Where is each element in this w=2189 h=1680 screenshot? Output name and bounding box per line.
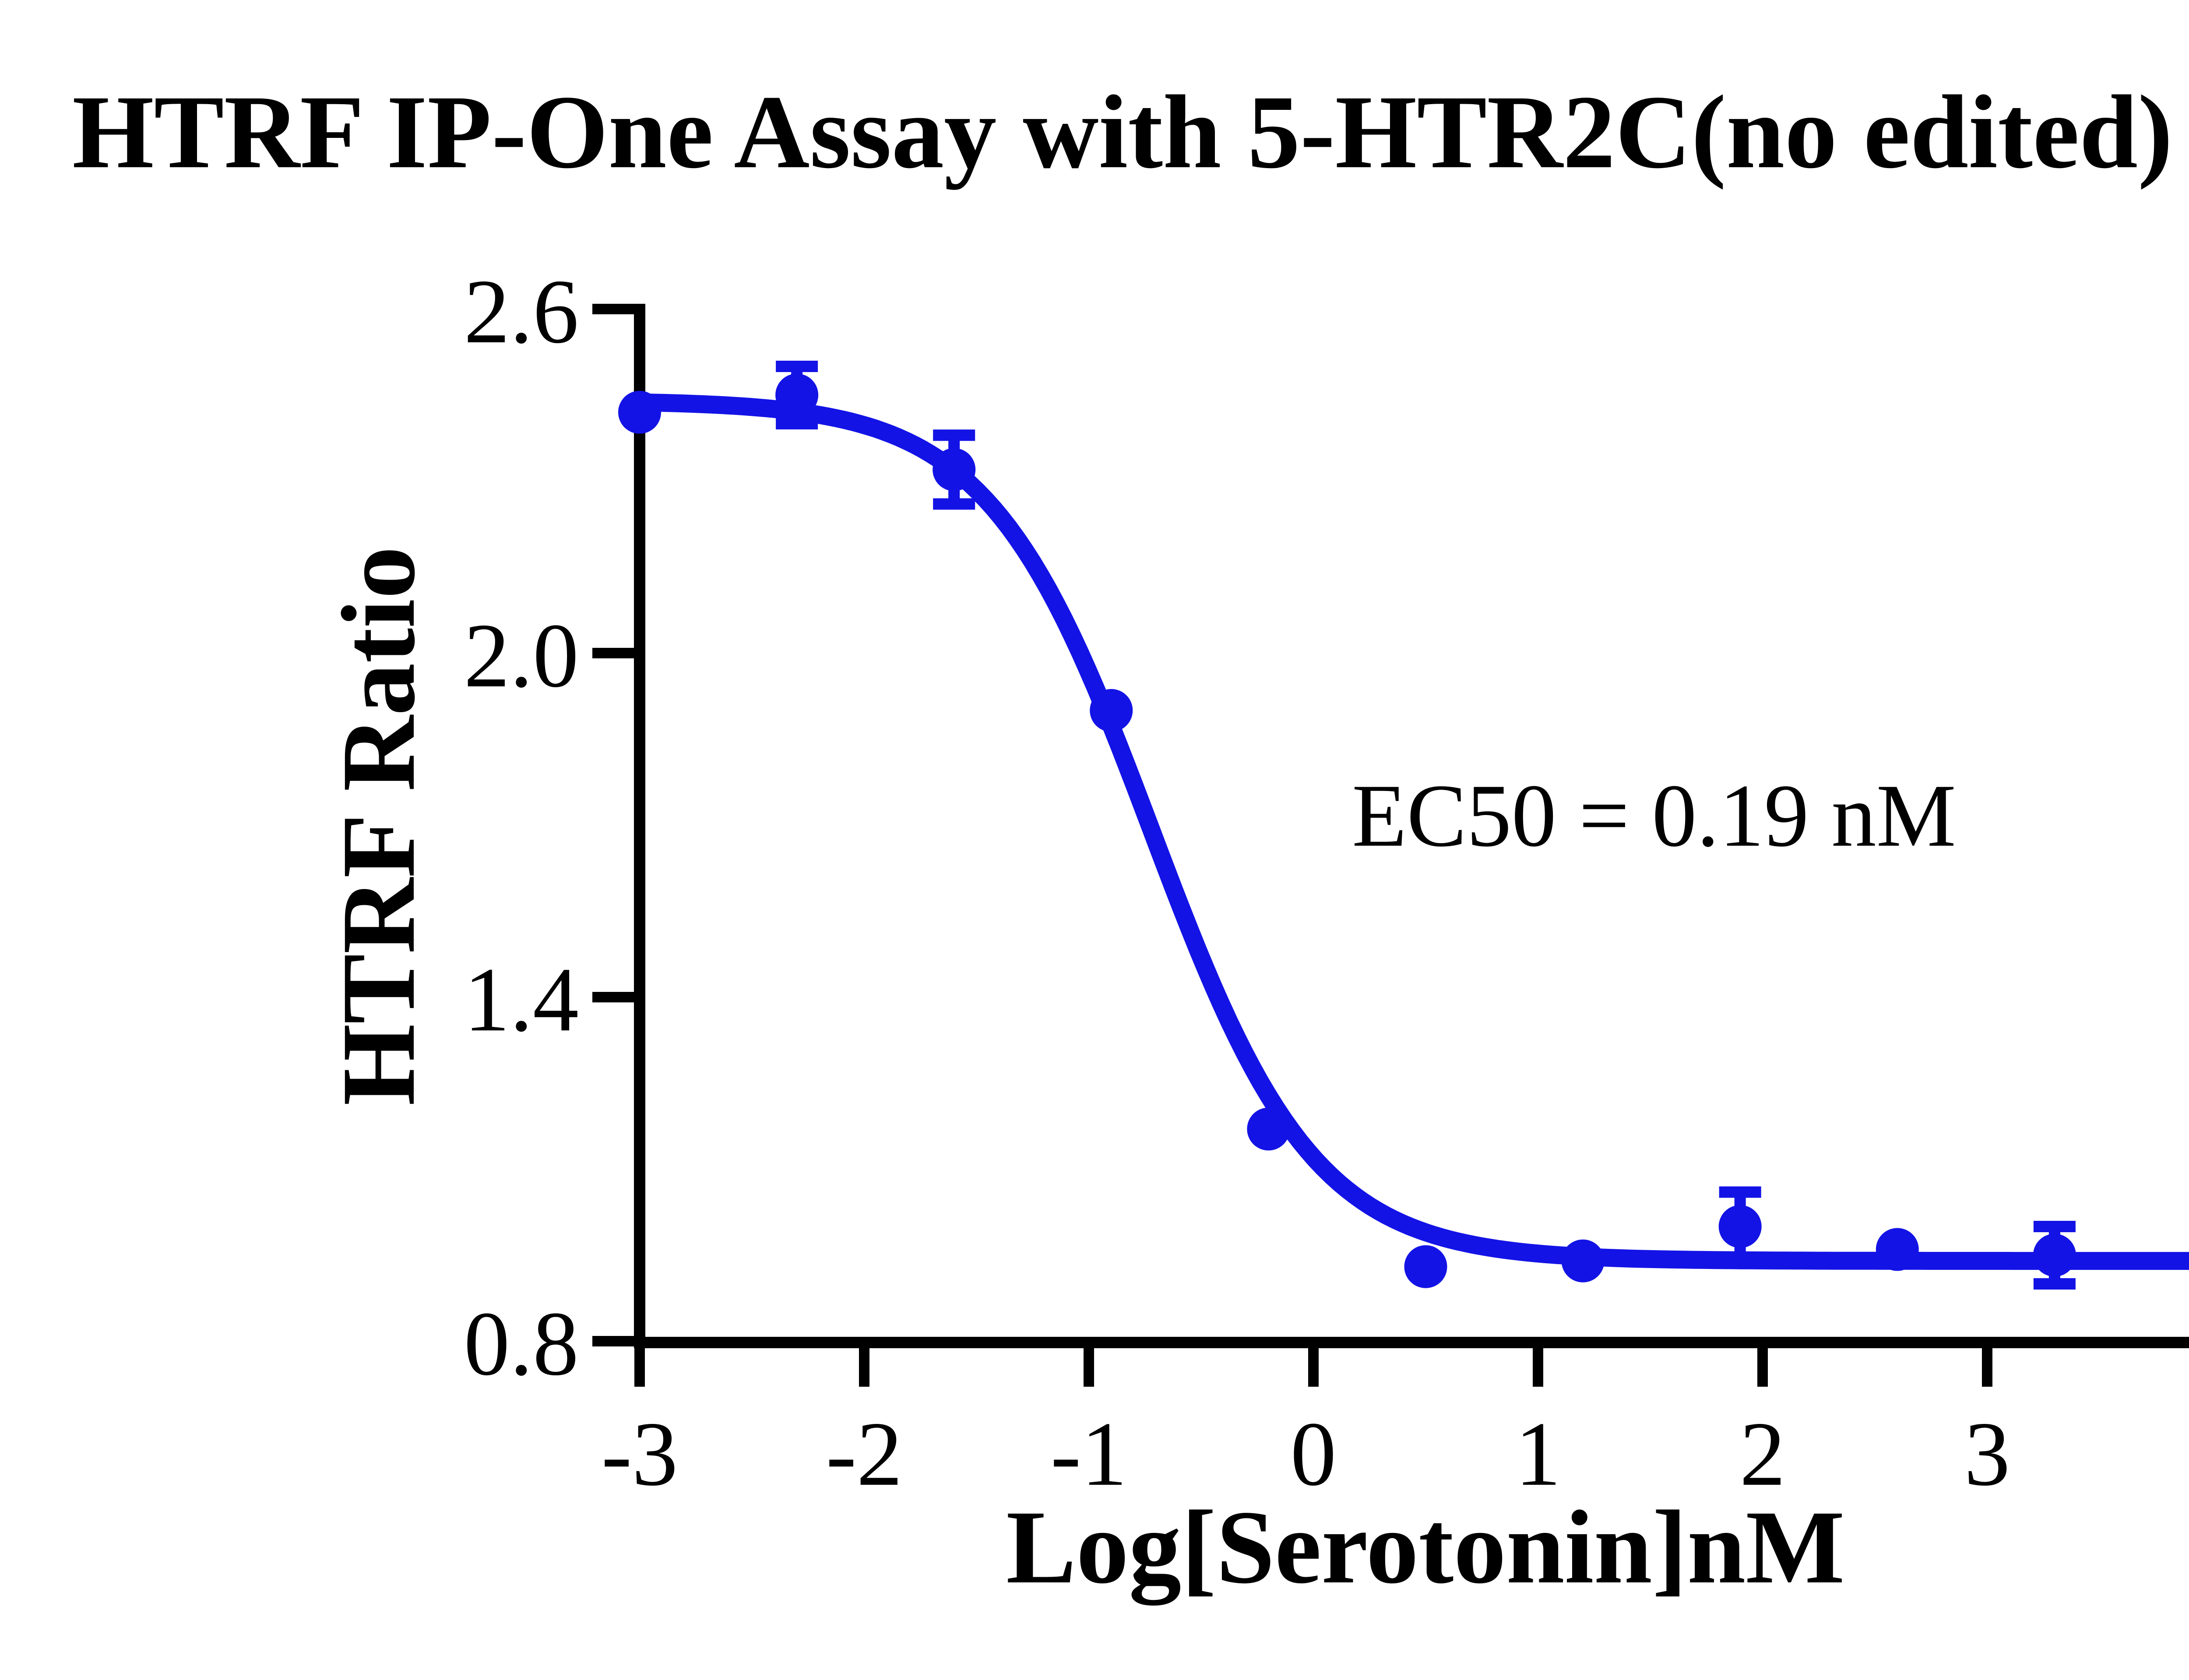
- data-point: [1404, 1245, 1447, 1288]
- y-tick-label: 1.4: [464, 949, 579, 1051]
- y-tick-label: 0.8: [464, 1293, 579, 1395]
- data-point: [1876, 1228, 1919, 1271]
- data-points: [618, 373, 2076, 1288]
- y-tick-label: 2.6: [464, 261, 579, 362]
- x-tick-label: -3: [602, 1403, 678, 1505]
- data-point: [1247, 1107, 1290, 1151]
- data-point: [775, 373, 819, 417]
- chart-title: HTRF IP-One Assay with 5-HTR2C(no edited…: [72, 74, 2189, 190]
- x-tick-label: 0: [1291, 1403, 1337, 1505]
- y-tick-label: 2.0: [464, 605, 579, 706]
- data-point: [1718, 1205, 1762, 1248]
- data-point: [933, 448, 976, 491]
- data-point: [1090, 689, 1133, 732]
- ec50-annotation: EC50 = 0.19 nM: [1352, 766, 1956, 865]
- x-tick-label: 2: [1740, 1403, 1786, 1505]
- data-point: [618, 390, 661, 434]
- x-tick-label: -1: [1051, 1403, 1127, 1505]
- y-axis-title: HTRF Ratio: [320, 546, 436, 1106]
- axes: -3-2-101234 0.81.42.02.6: [464, 261, 2189, 1505]
- data-point: [2033, 1234, 2076, 1277]
- x-tick-label: 1: [1515, 1403, 1561, 1505]
- dose-response-curve: [630, 393, 2189, 1270]
- x-tick-label: 3: [1964, 1403, 2010, 1505]
- x-axis-title: Log[Serotonin]nM: [1006, 1489, 1845, 1606]
- data-point: [1561, 1239, 1605, 1283]
- x-tick-label: -2: [826, 1403, 903, 1505]
